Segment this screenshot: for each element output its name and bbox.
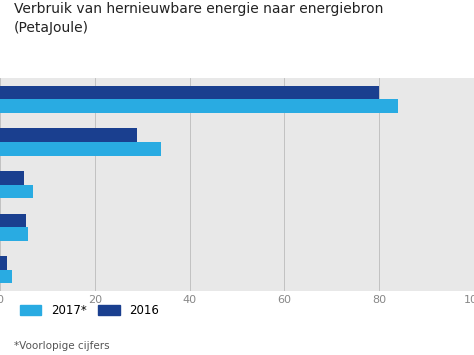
Bar xyxy=(0,256,7,270)
Bar xyxy=(0,142,161,155)
Text: (PetaJoule): (PetaJoule) xyxy=(14,21,89,35)
Bar xyxy=(0,86,379,99)
Bar xyxy=(0,129,137,142)
Text: *Voorlopige cijfers: *Voorlopige cijfers xyxy=(14,342,110,351)
Bar xyxy=(0,185,33,198)
Bar xyxy=(0,99,398,113)
Bar xyxy=(0,171,24,185)
Bar xyxy=(0,270,12,283)
Legend: 2017*, 2016: 2017*, 2016 xyxy=(20,304,159,317)
Bar xyxy=(0,214,26,227)
Bar xyxy=(0,227,28,241)
Text: Verbruik van hernieuwbare energie naar energiebron: Verbruik van hernieuwbare energie naar e… xyxy=(14,2,383,16)
